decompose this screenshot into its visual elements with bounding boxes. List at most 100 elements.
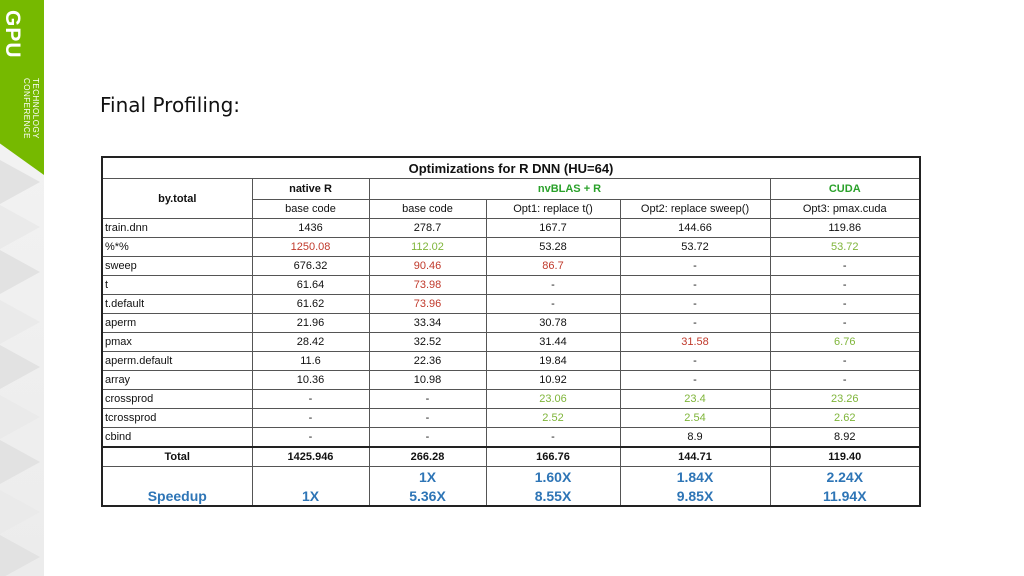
row-label: crossprod (101, 389, 253, 409)
value-cell: 23.4 (619, 389, 771, 409)
value-cell: 28.42 (251, 332, 370, 352)
value-cell: 73.98 (368, 275, 487, 295)
group-cuda: CUDA (769, 178, 921, 200)
gtc-logo: GPU TECHNOLOGY CONFERENCE (0, 0, 44, 175)
speedup-label: Speedup (101, 486, 253, 507)
value-cell: - (368, 427, 487, 448)
value-cell: 278.7 (368, 218, 487, 238)
value-cell: 676.32 (251, 256, 370, 276)
subheader-cell: Opt1: replace t() (485, 199, 621, 219)
row-label: t (101, 275, 253, 295)
total-row: Total 1425.946 266.28 166.76 144.71 119.40 (101, 446, 921, 467)
table-row: tcrossprod - -2.52 2.54 2.62 (101, 408, 921, 428)
value-cell: 11.6 (251, 351, 370, 371)
total-cell: 166.76 (485, 446, 621, 467)
value-cell: 1250.08 (251, 237, 370, 257)
group-native-r: native R (251, 178, 370, 200)
row-header: by.total (101, 178, 253, 219)
group-nvblas: nvBLAS + R (368, 178, 771, 200)
value-cell: 119.86 (769, 218, 921, 238)
table-row: t.default 61.62 73.96- - - (101, 294, 921, 314)
value-cell: - (769, 351, 921, 371)
subheader-cell: Opt2: replace sweep() (619, 199, 771, 219)
row-label: tcrossprod (101, 408, 253, 428)
logo-text-sub: TECHNOLOGY CONFERENCE (22, 78, 40, 140)
table-row: sweep 676.32 90.46 86.7- - (101, 256, 921, 276)
speedup-relative-row: 1X 1.60X 1.84X 2.24X (101, 466, 921, 486)
table-row: array 10.36 10.98 10.92- - (101, 370, 921, 390)
value-cell: - (619, 313, 771, 333)
row-label: pmax (101, 332, 253, 352)
value-cell: 31.58 (619, 332, 771, 352)
value-cell: - (619, 351, 771, 371)
row-label: %*% (101, 237, 253, 257)
subheader-cell: base code (368, 199, 487, 219)
value-cell: - (485, 294, 621, 314)
value-cell: 21.96 (251, 313, 370, 333)
slide-title: Final Profiling: (100, 93, 240, 117)
speedup-relative-cell (251, 466, 370, 486)
row-label: aperm.default (101, 351, 253, 371)
value-cell: 10.98 (368, 370, 487, 390)
value-cell: - (368, 408, 487, 428)
speedup-row: Speedup 1X 5.36X 8.55X 9.85X 11.94X (101, 486, 921, 507)
logo-text-gpu: GPU (1, 10, 24, 59)
total-label: Total (101, 446, 253, 467)
value-cell: - (769, 275, 921, 295)
value-cell: 167.7 (485, 218, 621, 238)
speedup-cell: 8.55X (485, 486, 621, 507)
value-cell: 31.44 (485, 332, 621, 352)
value-cell: - (769, 294, 921, 314)
value-cell: - (368, 389, 487, 409)
table-row: %*% 1250.08 112.02 53.28 53.72 53.72 (101, 237, 921, 257)
value-cell: 53.28 (485, 237, 621, 257)
table-row: cbind - - -8.9 8.92 (101, 427, 921, 448)
value-cell: 19.84 (485, 351, 621, 371)
value-cell: 30.78 (485, 313, 621, 333)
speedup-relative-cell: 1X (368, 466, 487, 486)
value-cell: 22.36 (368, 351, 487, 371)
value-cell: 2.62 (769, 408, 921, 428)
value-cell: - (251, 389, 370, 409)
table-row: crossprod - -23.06 23.4 23.26 (101, 389, 921, 409)
row-label: aperm (101, 313, 253, 333)
table-row: aperm.default 11.6 22.36 19.84- - (101, 351, 921, 371)
table-row: t 61.64 73.98- - - (101, 275, 921, 295)
speedup-cell: 5.36X (368, 486, 487, 507)
value-cell: 10.36 (251, 370, 370, 390)
value-cell: 90.46 (368, 256, 487, 276)
row-label: train.dnn (101, 218, 253, 238)
total-cell: 266.28 (368, 446, 487, 467)
value-cell: 23.26 (769, 389, 921, 409)
total-cell: 1425.946 (251, 446, 370, 467)
table-row: pmax 28.42 32.52 31.44 31.58 6.76 (101, 332, 921, 352)
table-row: aperm 21.96 33.34 30.78- - (101, 313, 921, 333)
speedup-relative-cell: 1.84X (619, 466, 771, 486)
value-cell: 8.9 (619, 427, 771, 448)
value-cell: 53.72 (619, 237, 771, 257)
speedup-cell: 11.94X (769, 486, 921, 507)
value-cell: - (485, 427, 621, 448)
speedup-relative-cell: 1.60X (485, 466, 621, 486)
table-row: train.dnn 1436 278.7 167.7 144.66 119.86 (101, 218, 921, 238)
row-label: sweep (101, 256, 253, 276)
value-cell: 10.92 (485, 370, 621, 390)
total-cell: 119.40 (769, 446, 921, 467)
total-cell: 144.71 (619, 446, 771, 467)
value-cell: 33.34 (368, 313, 487, 333)
value-cell: 53.72 (769, 237, 921, 257)
value-cell: - (619, 275, 771, 295)
speedup-cell: 1X (251, 486, 370, 507)
row-label: t.default (101, 294, 253, 314)
value-cell: 1436 (251, 218, 370, 238)
value-cell: - (619, 256, 771, 276)
value-cell: 144.66 (619, 218, 771, 238)
value-cell: - (619, 370, 771, 390)
value-cell: - (619, 294, 771, 314)
subheader-cell: Opt3: pmax.cuda (769, 199, 921, 219)
value-cell: 23.06 (485, 389, 621, 409)
value-cell: 6.76 (769, 332, 921, 352)
speedup-blank (101, 466, 253, 486)
speedup-cell: 9.85X (619, 486, 771, 507)
value-cell: 86.7 (485, 256, 621, 276)
